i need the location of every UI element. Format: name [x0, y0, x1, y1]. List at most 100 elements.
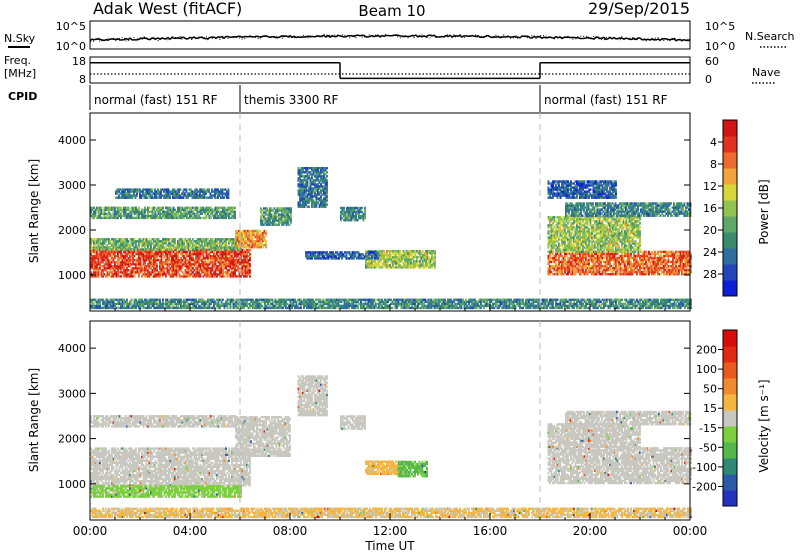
power-echo-cell: [220, 250, 223, 254]
power-echo-cell: [134, 190, 137, 193]
power-echo-cell: [208, 188, 210, 191]
power-echo-cell: [207, 267, 209, 270]
power-echo-cell: [91, 212, 94, 216]
power-echo-cell: [251, 229, 254, 233]
power-echo-cell: [204, 269, 206, 272]
power-echo-cell: [160, 212, 163, 216]
power-echo-cell: [199, 275, 202, 278]
power-echo-cell: [118, 267, 121, 270]
power-echo-cell: [97, 261, 100, 264]
power-echo-cell: [210, 275, 212, 278]
power-echo-cell: [126, 275, 128, 278]
power-echo-cell: [181, 238, 184, 241]
power-echo-cell: [112, 248, 115, 251]
power-echo-cell: [213, 257, 215, 260]
power-echo-cell: [121, 188, 123, 191]
power-echo-cell: [175, 248, 178, 251]
power-echo-cell: [214, 248, 217, 251]
power-echo-cell: [263, 211, 265, 214]
power-echo-cell: [150, 248, 152, 251]
power-echo-cell: [127, 250, 130, 254]
power-echo-cell: [97, 244, 100, 247]
power-echo-cell: [211, 240, 214, 243]
power-echo-cell: [96, 275, 98, 278]
power-echo-cell: [194, 194, 197, 197]
power-echo-cell: [226, 265, 229, 268]
power-echo-cell: [122, 190, 125, 193]
power-echo-cell: [212, 194, 215, 197]
power-echo-cell: [143, 188, 146, 191]
power-echo-cell: [221, 192, 224, 195]
power-echo-cell: [172, 273, 175, 276]
power-echo-cell: [210, 208, 212, 211]
power-echo-cell: [172, 210, 175, 213]
power-echo-cell: [109, 261, 112, 264]
power-echo-cell: [273, 217, 276, 220]
power-echo-cell: [235, 265, 238, 268]
power-echo-cell: [100, 248, 103, 251]
power-echo-cell: [223, 271, 226, 274]
power-echo-cell: [172, 194, 174, 197]
power-echo-cell: [114, 208, 116, 211]
power-echo-cell: [127, 188, 129, 191]
power-echo-cell: [180, 240, 182, 243]
power-echo-cell: [273, 215, 276, 218]
power-echo-cell: [155, 190, 158, 193]
power-echo-cell: [207, 206, 209, 209]
power-echo-cell: [103, 250, 106, 254]
power-echo-cell: [94, 263, 97, 266]
power-echo-cell: [254, 246, 257, 249]
power-echo-cell: [229, 261, 232, 264]
power-echo-cell: [187, 252, 190, 256]
power-echo-cell: [123, 261, 125, 264]
power-echo-cell: [136, 194, 138, 197]
power-echo-cell: [114, 265, 116, 268]
power-echo-cell: [148, 214, 151, 218]
power-echo-cell: [213, 255, 215, 258]
power-echo-cell: [228, 216, 230, 220]
power-echo-cell: [241, 252, 244, 256]
power-echo-cell: [261, 219, 264, 222]
power-echo-cell: [243, 257, 245, 260]
power-echo-cell: [198, 271, 200, 274]
power-echo-cell: [160, 216, 163, 220]
power-echo-cell: [220, 252, 223, 256]
power-echo-cell: [238, 233, 240, 237]
power-echo-cell: [149, 188, 152, 191]
power-echo-cell: [177, 250, 179, 254]
power-echo-cell: [185, 194, 188, 197]
power-echo-cell: [172, 242, 175, 245]
power-echo-cell: [178, 188, 180, 191]
power-echo-cell: [275, 219, 277, 222]
power-echo-cell: [128, 192, 131, 195]
power-echo-cell: [216, 259, 218, 262]
power-echo-cell: [249, 263, 251, 266]
power-echo-cell: [122, 188, 125, 191]
power-echo-cell: [240, 255, 242, 258]
power-echo-cell: [231, 265, 233, 268]
power-echo-cell: [169, 267, 172, 270]
power-echo-cell: [181, 196, 183, 199]
power-echo-cell: [133, 212, 136, 216]
power-echo-cell: [154, 265, 157, 268]
power-echo-cell: [142, 259, 145, 262]
power-echo-cell: [226, 275, 229, 278]
power-echo-cell: [138, 255, 140, 258]
power-echo-cell: [109, 252, 112, 256]
power-echo-cell: [168, 271, 170, 274]
power-echo-cell: [147, 242, 149, 245]
power-echo-cell: [159, 206, 161, 209]
power-echo-cell: [238, 273, 241, 276]
power-echo-cell: [166, 257, 169, 260]
power-echo-cell: [237, 269, 239, 272]
power-echo-cell: [229, 240, 232, 243]
power-echo-cell: [112, 275, 115, 278]
power-echo-cell: [103, 238, 106, 241]
power-echo-cell: [235, 263, 238, 266]
power-echo-cell: [177, 244, 179, 247]
power-echo-cell: [148, 271, 151, 274]
power-echo-cell: [109, 265, 112, 268]
power-echo-cell: [160, 190, 162, 193]
power-echo-cell: [247, 233, 249, 237]
power-echo-cell: [266, 223, 268, 226]
